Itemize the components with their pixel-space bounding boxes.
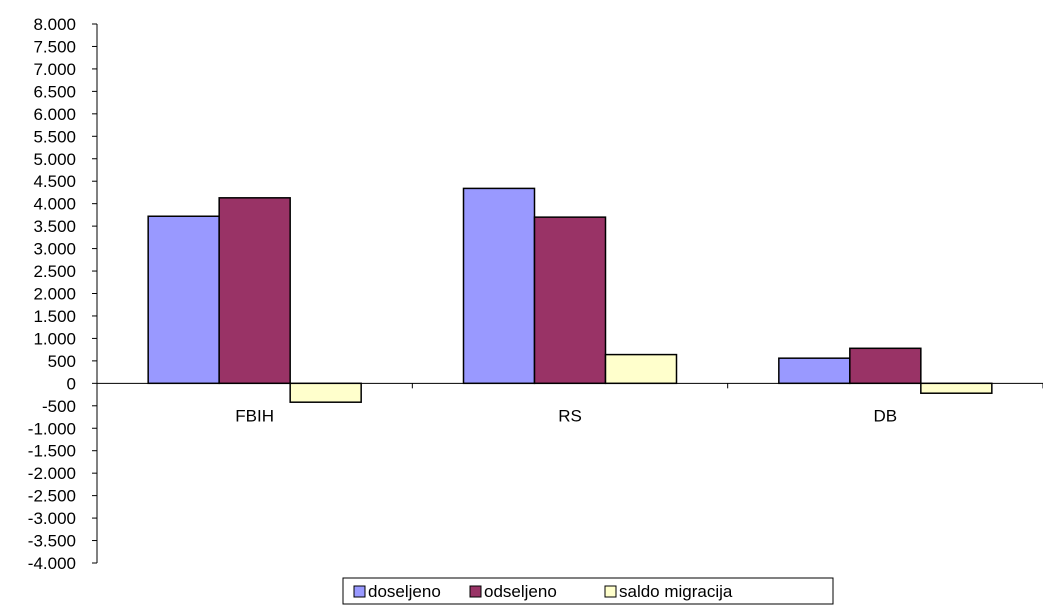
- bar-saldo-migracija-db: [920, 382, 993, 394]
- y-tick-label: -4.000: [28, 554, 76, 573]
- x-axis: FBIH RS DB: [96, 382, 1043, 425]
- y-axis: -4.000 -3.500 -3.000 -2.500 -2.000 -1.500 -1.0…: [28, 15, 98, 573]
- legend-label: doseljeno: [368, 582, 441, 601]
- y-tick-label: -3.000: [28, 509, 76, 528]
- bar-doseljeno-db: [778, 357, 851, 385]
- bar-odseljeno-rs: [533, 216, 607, 385]
- y-tick-label: 5.500: [33, 127, 76, 146]
- category-label: RS: [558, 406, 582, 425]
- y-tick-label: 3.500: [33, 217, 76, 236]
- y-tick-label: 7.000: [33, 60, 76, 79]
- bar-odseljeno-db: [849, 347, 922, 385]
- legend-swatch: [353, 585, 366, 598]
- y-tick-label: -3.500: [28, 532, 76, 551]
- category-label: DB: [874, 406, 898, 425]
- legend-box: [342, 577, 834, 605]
- y-tick-label: 6.000: [33, 105, 76, 124]
- y-tick-label: 1.500: [33, 307, 76, 326]
- legend: doseljeno odseljeno saldo migracija: [342, 577, 834, 605]
- y-tick-label: 8.000: [33, 15, 76, 34]
- y-tick-label: 500: [48, 352, 76, 371]
- y-tick-label: 7.500: [33, 37, 76, 56]
- y-tick-label: 5.000: [33, 150, 76, 169]
- y-tick-label: 2.000: [33, 285, 76, 304]
- y-tick-label: 6.500: [33, 82, 76, 101]
- bars: [147, 187, 993, 403]
- y-tick-label: 4.000: [33, 195, 76, 214]
- y-tick-label: 4.500: [33, 172, 76, 191]
- bar-saldo-migracija-fbih: [289, 382, 362, 403]
- bar-saldo-migracija-rs: [604, 353, 678, 385]
- y-tick-label: 1.000: [33, 329, 76, 348]
- legend-swatch: [469, 585, 482, 598]
- y-tick-label: -1.500: [28, 442, 76, 461]
- legend-label: odseljeno: [484, 582, 557, 601]
- y-tick-label: 3.000: [33, 240, 76, 259]
- bar-odseljeno-fbih: [218, 197, 291, 385]
- category-label: FBIH: [235, 406, 274, 425]
- y-tick-label: 0: [67, 374, 76, 393]
- y-tick-label: 2.500: [33, 262, 76, 281]
- y-tick-label: -2.000: [28, 464, 76, 483]
- legend-swatch: [604, 585, 617, 598]
- bar-doseljeno-fbih: [147, 215, 220, 385]
- y-tick-label: -1.000: [28, 419, 76, 438]
- bar-doseljeno-rs: [462, 187, 536, 385]
- y-tick-label: -500: [42, 397, 76, 416]
- legend-label: saldo migracija: [619, 582, 733, 601]
- y-tick-label: -2.500: [28, 487, 76, 506]
